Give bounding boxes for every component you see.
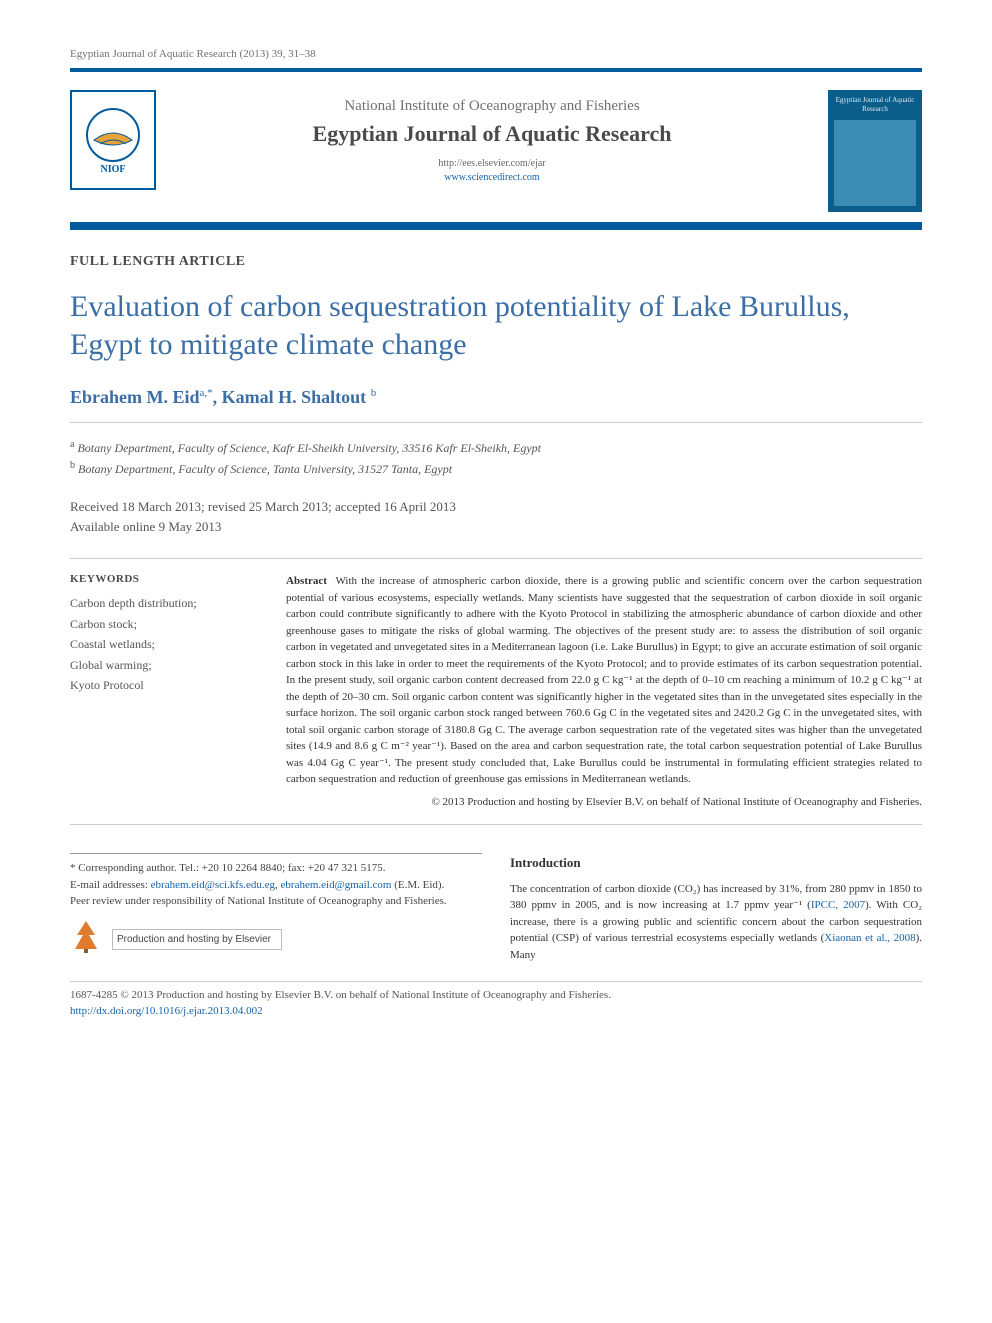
corresponding-author: * Corresponding author. Tel.: +20 10 226… <box>70 860 482 877</box>
cover-body <box>834 120 916 206</box>
dates-line-2: Available online 9 May 2013 <box>70 517 922 537</box>
masthead-center: National Institute of Oceanography and F… <box>178 90 806 185</box>
footer-issn-line: 1687-4285 © 2013 Production and hosting … <box>70 988 922 1003</box>
abstract-copyright: © 2013 Production and hosting by Elsevie… <box>286 794 922 811</box>
journal-title: Egyptian Journal of Aquatic Research <box>178 121 806 147</box>
page: Egyptian Journal of Aquatic Research (20… <box>0 0 992 1059</box>
journal-links: http://ees.elsevier.com/ejar www.science… <box>178 157 806 185</box>
email-line: E-mail addresses: ebrahem.eid@sci.kfs.ed… <box>70 877 482 894</box>
article-type: FULL LENGTH ARTICLE <box>70 254 922 270</box>
abstract-column: Abstract With the increase of atmospheri… <box>286 573 922 810</box>
hosting-box: Production and hosting by Elsevier <box>112 929 282 950</box>
two-column-region: * Corresponding author. Tel.: +20 10 226… <box>70 853 922 963</box>
email-2[interactable]: ebrahem.eid@gmail.com <box>281 879 392 891</box>
abstract-text: Abstract With the increase of atmospheri… <box>286 575 922 785</box>
footer-separator <box>70 981 922 982</box>
article-dates: Received 18 March 2013; revised 25 March… <box>70 497 922 536</box>
authors: Ebrahem M. Eida,*, Kamal H. Shaltout b <box>70 387 922 408</box>
running-head: Egyptian Journal of Aquatic Research (20… <box>70 48 922 60</box>
affiliations: a Botany Department, Faculty of Science,… <box>70 437 922 479</box>
email-1[interactable]: ebrahem.eid@sci.kfs.edu.eg <box>151 879 275 891</box>
niof-logo: NIOF <box>70 90 156 190</box>
elsevier-tree-icon <box>70 918 102 954</box>
thick-rule <box>70 222 922 230</box>
niof-logo-svg <box>84 106 142 164</box>
introduction-head: Introduction <box>510 853 922 873</box>
email-tail: (E.M. Eid). <box>391 879 444 891</box>
journal-url-2[interactable]: www.sciencedirect.com <box>178 171 806 185</box>
keyword-1: Carbon depth distribution; <box>70 593 260 613</box>
hosting-row: Production and hosting by Elsevier <box>70 918 482 954</box>
footer-doi-line: http://dx.doi.org/10.1016/j.ejar.2013.04… <box>70 1004 922 1019</box>
abstract-label: Abstract <box>286 575 327 587</box>
dates-line-1: Received 18 March 2013; revised 25 March… <box>70 497 922 517</box>
affiliation-b: b Botany Department, Faculty of Science,… <box>70 458 922 479</box>
peer-review-note: Peer review under responsibility of Nati… <box>70 893 482 910</box>
affiliation-a-text: Botany Department, Faculty of Science, K… <box>77 441 541 455</box>
hosting-box-text: Production and hosting by Elsevier <box>117 932 271 947</box>
affiliation-a: a Botany Department, Faculty of Science,… <box>70 437 922 458</box>
niof-logo-label: NIOF <box>101 164 126 175</box>
introduction-text: The concentration of carbon dioxide (CO₂… <box>510 881 922 964</box>
author-rule <box>70 422 922 423</box>
author-1-sup: a,* <box>200 387 213 399</box>
keywords-list: Carbon depth distribution; Carbon stock;… <box>70 593 260 695</box>
left-column: * Corresponding author. Tel.: +20 10 226… <box>70 853 482 963</box>
keywords-head: KEYWORDS <box>70 573 260 585</box>
abstract-body: With the increase of atmospheric carbon … <box>286 575 922 785</box>
keyword-4: Global warming; <box>70 655 260 675</box>
keywords-column: KEYWORDS Carbon depth distribution; Carb… <box>70 573 260 810</box>
cover-caption: Egyptian Journal of Aquatic Research <box>834 96 916 114</box>
author-2: , Kamal H. Shaltout <box>213 387 371 407</box>
footnotes: * Corresponding author. Tel.: +20 10 226… <box>70 853 482 954</box>
citation-xiaonan[interactable]: Xiaonan et al., 2008 <box>824 932 915 944</box>
article-title: Evaluation of carbon sequestration poten… <box>70 288 922 363</box>
abstract-block: KEYWORDS Carbon depth distribution; Carb… <box>70 558 922 825</box>
affiliation-b-text: Botany Department, Faculty of Science, T… <box>78 462 452 476</box>
top-rule <box>70 68 922 72</box>
journal-cover-thumb: Egyptian Journal of Aquatic Research <box>828 90 922 212</box>
keyword-2: Carbon stock; <box>70 614 260 634</box>
journal-url-1[interactable]: http://ees.elsevier.com/ejar <box>178 157 806 171</box>
masthead: NIOF National Institute of Oceanography … <box>70 90 922 212</box>
keyword-3: Coastal wetlands; <box>70 634 260 654</box>
right-column: Introduction The concentration of carbon… <box>510 853 922 963</box>
citation-ipcc[interactable]: IPCC, 2007 <box>811 899 865 911</box>
author-1: Ebrahem M. Eid <box>70 387 200 407</box>
institute-name: National Institute of Oceanography and F… <box>178 98 806 115</box>
doi-link[interactable]: http://dx.doi.org/10.1016/j.ejar.2013.04… <box>70 1005 263 1017</box>
keyword-5: Kyoto Protocol <box>70 675 260 695</box>
author-2-sup: b <box>371 387 377 399</box>
email-label: E-mail addresses: <box>70 879 151 891</box>
